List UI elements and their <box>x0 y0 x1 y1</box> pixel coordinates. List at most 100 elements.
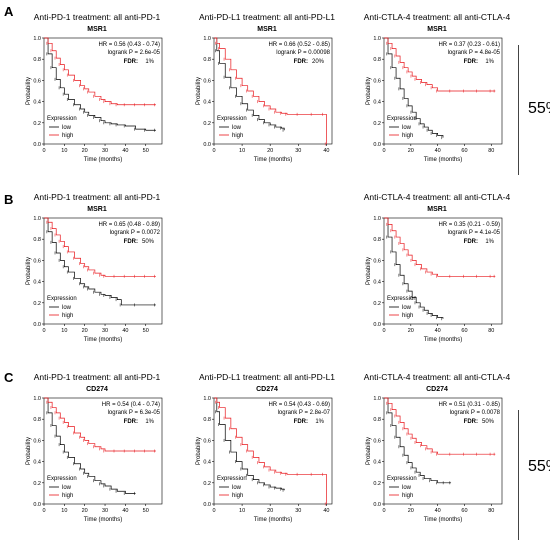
legend-label-low: low <box>62 485 72 491</box>
y-tick-label: 0.4 <box>373 460 381 466</box>
y-axis-label: Probability <box>26 77 32 105</box>
km-curve-low <box>384 397 452 484</box>
x-tick-label: 10 <box>61 328 67 334</box>
y-tick-label: 1.0 <box>203 396 211 402</box>
x-tick-label: 20 <box>82 508 88 514</box>
y-tick-label: 1.0 <box>373 36 381 42</box>
hazard-ratio: HR = 0.37 (0.23 - 0.61) <box>438 42 500 48</box>
plot-frame <box>43 397 163 505</box>
panel-title: Anti-PD-L1 treatment: all anti-PD-L1 <box>198 372 336 382</box>
fdr-label: FDR: <box>464 419 478 425</box>
y-tick-label: 0.4 <box>33 280 41 286</box>
x-tick-label: 40 <box>435 508 441 514</box>
x-tick-label: 0 <box>42 148 45 154</box>
logrank-p: logrank P = 0.0072 <box>110 230 161 236</box>
y-axis-label: Probability <box>366 257 372 285</box>
gene-label: MSR1 <box>87 206 107 213</box>
x-tick-label: 40 <box>435 328 441 334</box>
fdr-value: 1% <box>485 239 494 245</box>
km-plot: 0.0 0.2 0.4 0.6 0.8 1.0 0 10 20 30 40 50 Probability… <box>26 396 163 523</box>
x-tick-label: 0 <box>42 508 45 514</box>
x-tick-label: 40 <box>323 148 329 154</box>
km-panel-a1: Anti-PD-1 treatment: all anti-PD-1 MSR1 0.… <box>22 12 172 166</box>
y-tick-label: 0.2 <box>373 481 381 487</box>
fdr-value: 50% <box>482 419 495 425</box>
km-curve-high <box>214 37 327 144</box>
logrank-p: logrank P = 6.3e-05 <box>108 410 161 416</box>
hazard-ratio: HR = 0.66 (0.52 - 0.85) <box>268 42 330 48</box>
side-divider-c <box>518 410 519 540</box>
plot-frame <box>383 217 503 325</box>
y-tick-label: 0.8 <box>203 57 211 63</box>
x-tick-label: 30 <box>102 148 108 154</box>
y-tick-label: 0.4 <box>373 280 381 286</box>
y-tick-label: 0.8 <box>33 57 41 63</box>
y-tick-label: 0.6 <box>203 438 211 444</box>
y-tick-label: 0.4 <box>33 100 41 106</box>
legend-label-high: high <box>232 493 243 499</box>
y-tick-label: 0.2 <box>373 121 381 127</box>
legend-title: Expression <box>217 116 247 122</box>
x-tick-label: 80 <box>488 148 494 154</box>
y-tick-label: 0.2 <box>33 301 41 307</box>
km-panel-b2: Anti-CTLA-4 treatment: all anti-CTLA-4 MS… <box>362 192 512 346</box>
y-axis-label: Probability <box>196 437 202 465</box>
legend-title: Expression <box>217 476 247 482</box>
km-plot: 0.0 0.2 0.4 0.6 0.8 1.0 0 10 20 30 40 50 Probability… <box>26 36 163 163</box>
km-panel-c2: Anti-PD-L1 treatment: all anti-PD-L1 CD27… <box>192 372 342 526</box>
fdr-value: 1% <box>315 419 324 425</box>
panel-label-c: C <box>4 370 14 385</box>
x-tick-label: 20 <box>267 508 273 514</box>
plot-frame <box>383 37 503 145</box>
y-tick-label: 0.2 <box>373 301 381 307</box>
y-tick-label: 1.0 <box>373 216 381 222</box>
x-axis-label: Time (months) <box>254 157 292 163</box>
y-tick-label: 1.0 <box>373 396 381 402</box>
plot-frame <box>213 37 333 145</box>
km-curve-high <box>44 397 156 452</box>
plot-frame <box>43 37 163 145</box>
legend-label-low: low <box>402 485 412 491</box>
legend-title: Expression <box>47 296 77 302</box>
y-tick-label: 0.8 <box>373 57 381 63</box>
y-tick-label: 0.0 <box>373 142 381 148</box>
km-plot: 0.0 0.2 0.4 0.6 0.8 1.0 0 10 20 30 40 50 Probability… <box>26 216 163 343</box>
x-tick-label: 0 <box>382 508 385 514</box>
legend-label-high: high <box>62 133 73 139</box>
gene-label: MSR1 <box>257 26 277 33</box>
y-tick-label: 0.6 <box>373 438 381 444</box>
x-tick-label: 10 <box>61 148 67 154</box>
plot-frame <box>43 217 163 325</box>
gene-label: MSR1 <box>427 206 447 213</box>
km-plot: 0.0 0.2 0.4 0.6 0.8 1.0 0 20 40 60 80 Probability Ti… <box>366 216 503 343</box>
x-tick-label: 80 <box>488 508 494 514</box>
x-tick-label: 60 <box>461 148 467 154</box>
km-curve-low <box>44 397 136 494</box>
y-tick-label: 0.8 <box>33 237 41 243</box>
y-axis-label: Probability <box>366 437 372 465</box>
km-curve-high <box>384 397 496 455</box>
km-curve-high <box>384 37 496 92</box>
km-panel-c1: Anti-PD-1 treatment: all anti-PD-1 CD274 0… <box>22 372 172 526</box>
panel-title: Anti-PD-1 treatment: all anti-PD-1 <box>33 192 161 202</box>
x-tick-label: 20 <box>408 508 414 514</box>
logrank-p: logrank P = 4.1e-05 <box>448 230 501 236</box>
x-tick-label: 20 <box>267 148 273 154</box>
logrank-p: logrank P = 2.8e-07 <box>278 410 331 416</box>
km-curve-low <box>214 37 285 131</box>
x-tick-label: 40 <box>122 328 128 334</box>
panel-title: Anti-PD-1 treatment: all anti-PD-1 <box>33 372 161 382</box>
panel-title: Anti-CTLA-4 treatment: all anti-CTLA-4 <box>363 192 511 202</box>
logrank-p: logrank P = 4.8e-05 <box>448 50 501 56</box>
x-tick-label: 20 <box>82 148 88 154</box>
side-percentage-c: 55% <box>528 458 550 475</box>
panel-label-b: B <box>4 192 14 207</box>
x-axis-label: Time (months) <box>424 337 462 343</box>
y-axis-label: Probability <box>26 437 32 465</box>
km-plot: 0.0 0.2 0.4 0.6 0.8 1.0 0 20 40 60 80 Probability Ti… <box>366 396 503 523</box>
y-tick-label: 0.0 <box>33 322 41 328</box>
km-plot: 0.0 0.2 0.4 0.6 0.8 1.0 0 10 20 30 40 Probability Ti… <box>196 36 333 163</box>
gene-label: MSR1 <box>427 26 447 33</box>
x-axis-label: Time (months) <box>84 157 122 163</box>
km-curve-low <box>384 217 444 319</box>
